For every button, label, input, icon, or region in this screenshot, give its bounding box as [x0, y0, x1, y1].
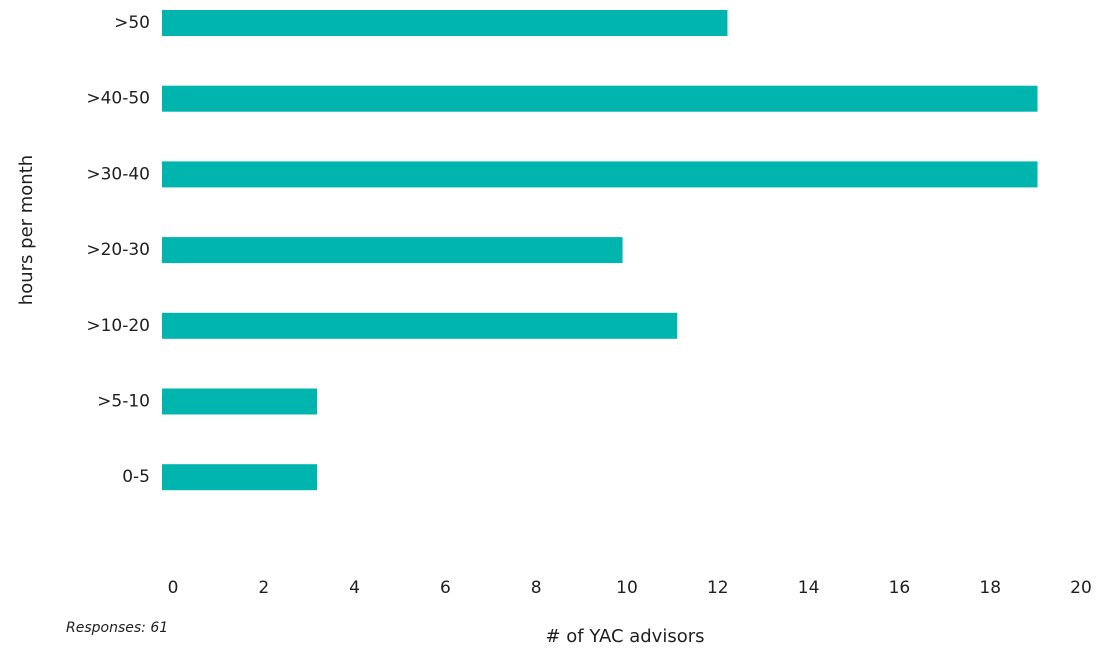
y-tick-label: >10-20: [86, 316, 150, 336]
bar-6: [162, 464, 318, 491]
x-tick-label: 18: [979, 578, 1001, 598]
bar-4: [162, 312, 678, 339]
x-tick-label: 4: [349, 578, 360, 598]
responses-note: Responses: 61: [66, 620, 169, 636]
x-tick-label: 0: [168, 578, 179, 598]
y-axis-title: hours per month: [16, 155, 37, 305]
y-tick-label: >30-40: [86, 164, 150, 184]
bar-1: [162, 85, 1038, 112]
y-tick-label: 0-5: [122, 467, 150, 487]
y-tick-label: >40-50: [86, 89, 150, 109]
x-tick-label: 16: [889, 578, 911, 598]
bars-group: [162, 10, 1038, 491]
x-axis-title: # of YAC advisors: [545, 626, 704, 647]
y-tick-label: >50: [114, 13, 150, 33]
x-tick-label: 6: [440, 578, 451, 598]
y-tick-label: >20-30: [86, 240, 150, 260]
x-tick-label: 10: [616, 578, 638, 598]
bar-3: [162, 237, 623, 264]
x-tick-label: 2: [258, 578, 269, 598]
y-tick-labels: >50 >40-50 >30-40 >20-30 >10-20 >5-10 0-5: [86, 13, 150, 487]
bar-5: [162, 388, 318, 415]
bar-2: [162, 161, 1038, 188]
x-tick-label: 20: [1070, 578, 1092, 598]
x-tick-labels: 0 2 4 6 8 10 12 14 16 18 20: [168, 578, 1092, 598]
x-tick-label: 12: [707, 578, 729, 598]
bar-0: [162, 10, 728, 36]
x-tick-label: 14: [798, 578, 820, 598]
y-tick-label: >5-10: [97, 392, 150, 412]
x-tick-label: 8: [531, 578, 542, 598]
